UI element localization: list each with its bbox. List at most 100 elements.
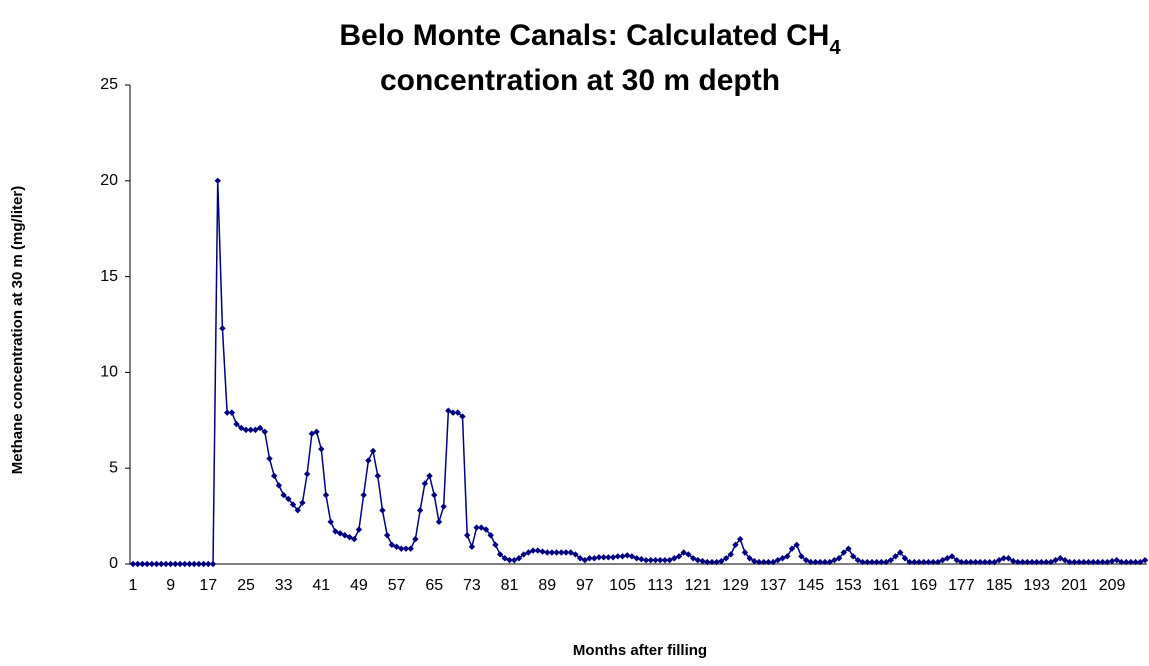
data-point [929, 558, 937, 566]
data-point [958, 558, 965, 566]
data-point [219, 325, 226, 332]
data-point [1019, 558, 1026, 566]
data-point [675, 553, 683, 560]
data-point [238, 424, 245, 432]
data-point [685, 551, 692, 558]
title-text: Belo Monte Canals: Calculated CH [339, 19, 829, 52]
data-point [944, 555, 951, 562]
data-point [558, 549, 565, 556]
data-point [360, 491, 367, 499]
y-tick-label: 25 [100, 76, 118, 93]
data-point [327, 518, 334, 526]
x-tick-label: 25 [237, 577, 255, 594]
data-point [416, 507, 424, 514]
data-point [576, 555, 584, 562]
data-point [1033, 558, 1040, 566]
data-point [153, 560, 160, 568]
data-point [1038, 558, 1045, 566]
data-point [402, 545, 410, 552]
data-point [661, 556, 669, 564]
data-point [939, 556, 946, 564]
data-point [515, 555, 523, 562]
data-point [713, 558, 720, 566]
chart-title: Belo Monte Canals: Calculated CH4 [339, 19, 841, 59]
data-point [962, 558, 970, 566]
data-point [977, 558, 984, 566]
data-point [591, 555, 598, 562]
data-point [520, 551, 527, 558]
data-point [534, 547, 541, 554]
data-point [266, 455, 273, 462]
x-tick-label: 201 [1061, 577, 1088, 594]
data-point [704, 558, 711, 566]
data-point [139, 560, 146, 568]
data-point [186, 560, 193, 568]
data-point [1085, 558, 1092, 566]
data-point [633, 555, 640, 562]
data-point [478, 524, 485, 531]
data-point [487, 532, 494, 539]
data-point [614, 553, 622, 560]
data-point [492, 541, 499, 549]
data-point [548, 549, 556, 556]
data-point [336, 530, 344, 537]
data-point [247, 426, 254, 434]
data-point [722, 555, 730, 562]
data-point [666, 556, 673, 564]
data-point [849, 553, 857, 560]
data-point [1127, 558, 1135, 566]
data-point [1104, 558, 1111, 566]
data-point [228, 409, 236, 416]
y-tick-label: 10 [100, 364, 118, 381]
data-point [647, 556, 654, 564]
x-tick-label: 137 [760, 577, 787, 594]
data-point [134, 560, 141, 568]
data-point [807, 558, 815, 566]
data-point [1122, 558, 1130, 566]
data-point [906, 558, 913, 566]
data-point [341, 532, 349, 539]
x-tick-label: 121 [684, 577, 711, 594]
data-point [831, 556, 838, 564]
data-point [774, 556, 782, 564]
data-point [652, 556, 659, 564]
data-point [351, 535, 358, 543]
data-point [981, 558, 989, 566]
data-point [718, 557, 725, 565]
data-point [755, 558, 763, 566]
data-point [656, 556, 664, 564]
x-tick-label: 161 [873, 577, 900, 594]
data-point [882, 558, 890, 566]
data-point [398, 545, 405, 552]
y-tick-label: 0 [109, 555, 118, 572]
x-tick-label: 153 [835, 577, 862, 594]
data-point [741, 549, 749, 556]
data-point [379, 507, 386, 514]
x-tick-label: 89 [538, 577, 556, 594]
x-tick-label: 209 [1099, 577, 1126, 594]
x-tick-label: 49 [350, 577, 368, 594]
x-tick-label: 145 [797, 577, 824, 594]
data-point [294, 507, 301, 514]
data-point [529, 547, 537, 554]
data-point [1113, 556, 1120, 564]
data-point [1047, 558, 1055, 566]
data-point [322, 491, 330, 499]
data-point [383, 532, 391, 539]
data-point [1080, 558, 1088, 566]
data-point [1042, 558, 1050, 566]
y-tick-label: 5 [109, 459, 118, 476]
data-point [915, 558, 923, 566]
data-point [892, 553, 899, 560]
data-point [934, 558, 942, 566]
x-tick-label: 169 [910, 577, 937, 594]
data-point [355, 526, 363, 533]
data-point [864, 558, 871, 566]
data-point [205, 560, 212, 568]
data-point [868, 558, 876, 566]
x-tick-label: 9 [166, 577, 175, 594]
data-point [308, 430, 316, 437]
data-point [793, 541, 800, 549]
data-point [496, 551, 504, 558]
